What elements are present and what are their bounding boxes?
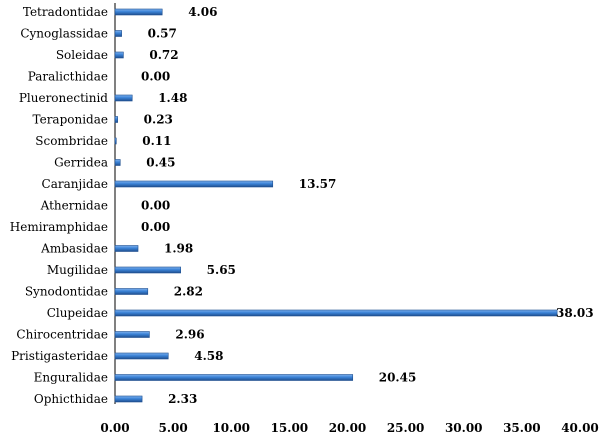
value-label: 0.72 [149, 48, 178, 62]
bar [114, 395, 143, 403]
x-tick-label: 40.00 [561, 421, 599, 435]
category-label: Cynoglassidae [20, 27, 108, 41]
bar [114, 374, 354, 381]
category-label: Enguralidae [34, 371, 108, 385]
x-tick-label: 35.00 [503, 421, 541, 435]
value-label: 4.06 [188, 5, 217, 19]
category-label: Pristigasteridae [11, 349, 108, 363]
category-label: Soleidae [56, 48, 108, 62]
value-label: 1.48 [158, 91, 187, 105]
category-label: Paralicthidae [28, 70, 108, 84]
category-label: Synodontidae [25, 285, 108, 299]
category-label: Tetradontidae [23, 5, 108, 19]
category-label: Teraponidae [33, 113, 108, 127]
category-label: Mugilidae [47, 263, 108, 277]
category-label: Ophicthidae [34, 392, 108, 406]
value-label: 4.58 [194, 349, 223, 363]
x-tick-label: 0.00 [100, 421, 129, 435]
value-label: 0.57 [148, 27, 177, 41]
bar [114, 331, 150, 338]
category-label: Scombridae [35, 134, 108, 148]
x-tick-label: 30.00 [445, 421, 483, 435]
value-label: 0.23 [144, 113, 173, 127]
bar [114, 352, 169, 360]
value-label: 0.00 [141, 220, 170, 234]
value-label: 5.65 [207, 263, 236, 277]
category-label: Clupeidae [47, 306, 108, 320]
value-label: 0.00 [141, 199, 170, 213]
x-tick-label: 10.00 [212, 421, 250, 435]
value-label: 20.45 [379, 371, 417, 385]
value-label: 38.03 [556, 306, 594, 320]
category-label: Chirocentridae [16, 328, 108, 342]
category-label: Gerridea [54, 156, 108, 170]
x-tick-label: 15.00 [271, 421, 309, 435]
bar [114, 288, 149, 295]
category-label: Caranjidae [42, 177, 108, 191]
value-label: 1.98 [164, 242, 193, 256]
bar [114, 266, 181, 274]
bar [114, 116, 118, 123]
category-label: Plueronectinid [19, 91, 108, 105]
x-tick-label: 5.00 [159, 421, 188, 435]
category-label: Ambasidae [40, 242, 108, 256]
bar [114, 94, 133, 102]
bar [114, 180, 274, 188]
value-label: 0.11 [142, 134, 171, 148]
value-label: 13.57 [299, 177, 337, 191]
value-label: 2.82 [174, 285, 203, 299]
value-label: 0.00 [141, 70, 170, 84]
value-label: 0.45 [146, 156, 175, 170]
bar [114, 51, 124, 59]
value-label: 2.33 [168, 392, 197, 406]
bar [114, 30, 122, 37]
category-label: Athernidae [40, 199, 108, 213]
bar [114, 137, 117, 145]
x-tick-label: 25.00 [387, 421, 425, 435]
bar [114, 245, 139, 252]
category-label: Hemiramphidae [10, 220, 108, 234]
x-tick-label: 20.00 [329, 421, 367, 435]
value-label: 2.96 [175, 328, 204, 342]
bar [114, 309, 558, 317]
bar [114, 8, 163, 16]
bar [114, 159, 121, 166]
